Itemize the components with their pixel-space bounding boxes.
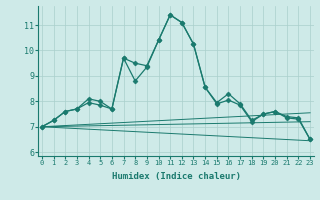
X-axis label: Humidex (Indice chaleur): Humidex (Indice chaleur) bbox=[111, 172, 241, 181]
